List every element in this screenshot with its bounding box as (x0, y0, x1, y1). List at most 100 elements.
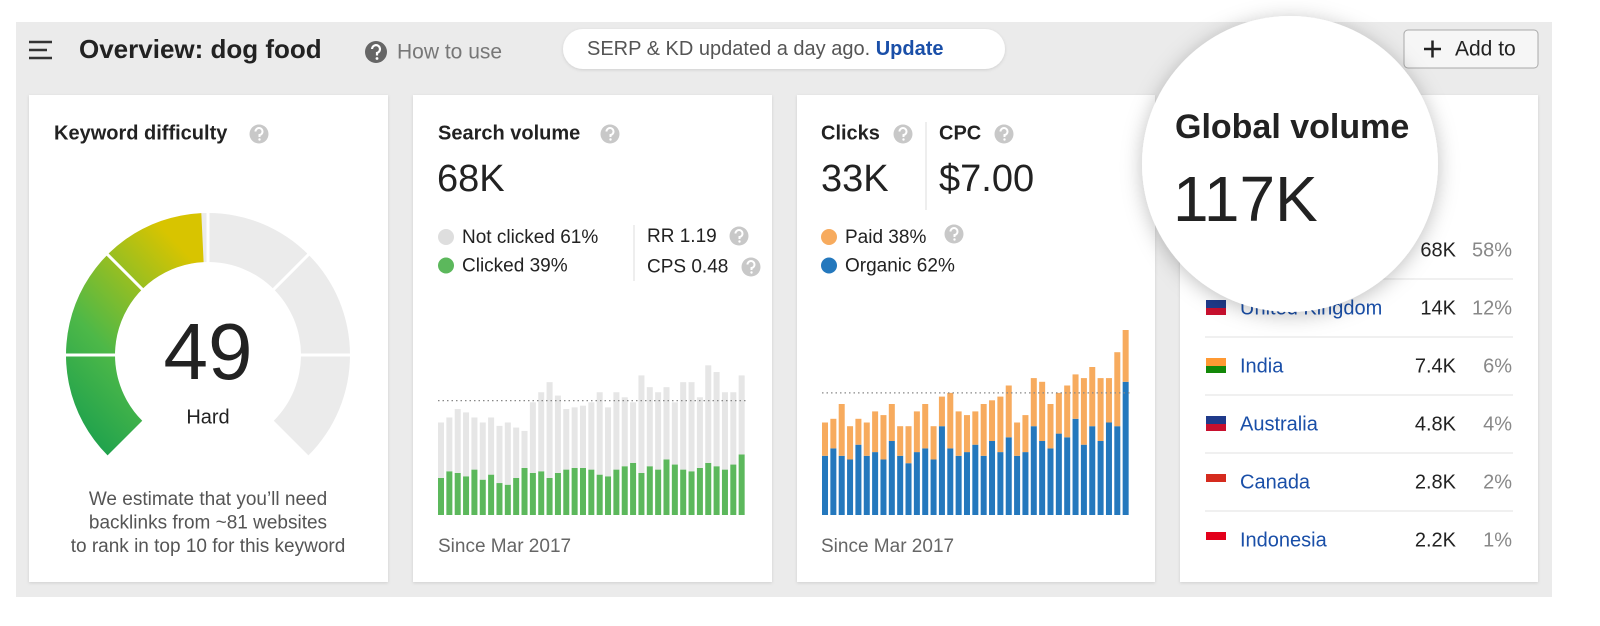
difficulty-note: backlinks from ~81 websites (89, 513, 327, 534)
help-circle (893, 124, 913, 144)
bar (504, 484, 511, 515)
menu-icon[interactable] (29, 40, 52, 60)
bar (488, 474, 495, 515)
bar (938, 396, 945, 427)
help-circle (741, 257, 761, 277)
help-link[interactable]: How to use (397, 41, 502, 64)
country-link[interactable]: Canada (1240, 471, 1311, 493)
help-icon[interactable] (365, 41, 387, 63)
flag (1206, 300, 1226, 308)
country-link[interactable]: Indonesia (1240, 529, 1328, 551)
help-icon[interactable] (994, 124, 1014, 144)
bar (838, 404, 845, 456)
bar (680, 382, 687, 470)
help-icon[interactable] (944, 224, 964, 244)
bar (972, 411, 979, 445)
bar (438, 422, 445, 478)
bar (538, 471, 545, 515)
help-icon[interactable] (893, 124, 913, 144)
bar (563, 409, 570, 470)
bar (546, 478, 553, 515)
bar (989, 400, 996, 441)
country-link[interactable]: Australia (1240, 413, 1319, 435)
bar (721, 469, 728, 515)
bar (1055, 392, 1062, 434)
bar (579, 405, 586, 468)
metric-value: $7.00 (939, 158, 1034, 200)
chart-footer: Since Mar 2017 (438, 536, 571, 557)
help-circle (994, 124, 1014, 144)
help-circle (729, 226, 749, 246)
bar (663, 459, 670, 515)
bar (571, 407, 578, 468)
country-share: 4% (1483, 413, 1512, 435)
bar (563, 469, 570, 515)
bar (1022, 452, 1029, 515)
legend-label: Not clicked 61% (462, 227, 598, 248)
bar (880, 459, 887, 515)
help-icon[interactable] (729, 226, 749, 246)
bar (705, 462, 712, 515)
bar (1005, 385, 1012, 438)
notice-text: SERP & KD updated a day ago. (587, 38, 870, 60)
bar (1097, 378, 1104, 441)
add-button-label[interactable]: Add to (1455, 38, 1516, 61)
help-icon[interactable] (741, 257, 761, 277)
magnifier: Global volume 117K (1142, 16, 1438, 312)
bar (513, 427, 520, 478)
bar (913, 411, 920, 453)
flag (1206, 366, 1226, 373)
bar (605, 476, 612, 515)
bar (1014, 422, 1021, 456)
bar (938, 426, 945, 515)
bar (822, 455, 829, 515)
bar (1030, 426, 1037, 515)
bar (989, 441, 996, 515)
bar (1064, 385, 1071, 438)
bar (1080, 378, 1087, 445)
legend-dot (821, 257, 837, 274)
flag (1206, 474, 1226, 482)
bar (955, 411, 962, 456)
bar (696, 467, 703, 515)
update-link[interactable]: Update (876, 38, 944, 60)
help-dot (609, 138, 612, 141)
bar (855, 418, 862, 445)
legend-label: Clicked 39% (462, 256, 568, 277)
bar (1114, 426, 1121, 515)
country-volume: 7.4K (1415, 355, 1457, 377)
bar (571, 467, 578, 515)
flag (1206, 424, 1226, 431)
bar (980, 455, 987, 515)
help-dot (750, 271, 753, 274)
bar (872, 411, 879, 453)
country-link[interactable]: India (1240, 355, 1284, 377)
help-dot (258, 138, 261, 141)
bar (488, 417, 495, 475)
help-icon[interactable] (249, 124, 269, 144)
bar (613, 392, 620, 470)
legend-label: Paid 38% (845, 227, 926, 248)
bar (897, 426, 904, 456)
bar (930, 459, 937, 515)
metric-value: 33K (821, 158, 889, 200)
legend-dot (821, 229, 837, 245)
flag (1206, 540, 1226, 547)
bar (463, 412, 470, 477)
bar (922, 448, 929, 515)
page-title: Overview: dog food (79, 34, 322, 64)
help-icon[interactable] (600, 124, 620, 144)
add-button[interactable]: Add to (1403, 29, 1539, 69)
bar (1089, 367, 1096, 427)
flag (1206, 416, 1226, 424)
bar (521, 430, 528, 468)
difficulty-note: We estimate that you’ll need (89, 489, 327, 510)
bar (638, 375, 645, 473)
bar (471, 417, 478, 470)
flag (1206, 358, 1226, 366)
bar (638, 472, 645, 515)
bar (521, 467, 528, 515)
magnified-value: 117K (1173, 163, 1318, 235)
bar (713, 372, 720, 467)
